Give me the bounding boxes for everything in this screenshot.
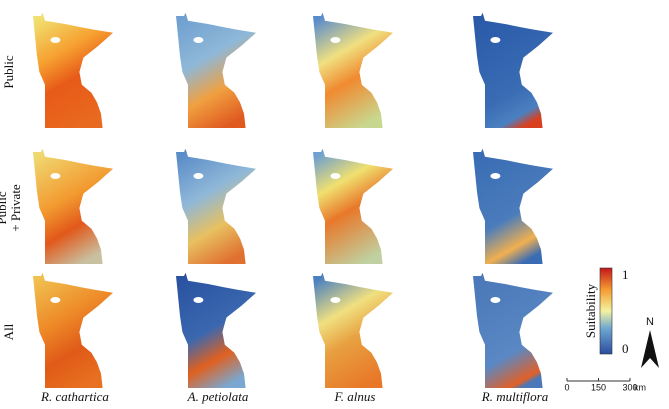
map-panel <box>33 12 113 128</box>
scale-tick-label: 0 <box>564 382 569 392</box>
map-panel <box>33 148 113 264</box>
map-panel <box>33 272 113 388</box>
lake <box>330 297 341 303</box>
lake <box>193 297 204 303</box>
column-label: R. cathartica <box>40 389 109 404</box>
map-panel <box>176 272 256 388</box>
lake <box>490 173 501 179</box>
row-label: Public <box>1 55 16 88</box>
scale-unit: km <box>634 382 646 392</box>
lake <box>50 37 61 43</box>
lake <box>193 37 204 43</box>
column-label: A. petiolata <box>187 389 249 404</box>
column-label: F. alnus <box>334 389 376 404</box>
lake <box>330 173 341 179</box>
colorbar-tick-label: 0 <box>622 341 629 356</box>
row-label: Public <box>0 191 9 224</box>
map-panel <box>473 12 553 128</box>
lake <box>490 297 501 303</box>
colorbar <box>599 267 613 355</box>
lake <box>50 173 61 179</box>
colorbar-tick-label: 1 <box>622 267 629 282</box>
map-panel <box>473 148 553 264</box>
map-panel <box>473 272 553 388</box>
scale-tick-label: 150 <box>591 382 606 392</box>
lake <box>330 37 341 43</box>
map-panel <box>313 272 393 388</box>
lake <box>490 37 501 43</box>
map-panel <box>313 148 393 264</box>
lake <box>50 297 61 303</box>
column-label: R. multiflora <box>481 389 549 404</box>
scale-tick-label: 300 <box>622 382 637 392</box>
map-panel <box>313 12 393 128</box>
north-label: N <box>646 316 654 328</box>
map-panel <box>176 148 256 264</box>
map-panel <box>176 12 256 128</box>
row-label: + Private <box>8 184 23 232</box>
lake <box>193 173 204 179</box>
row-label: All <box>1 323 16 340</box>
colorbar-label: Suitability <box>583 283 598 338</box>
north-arrow <box>641 330 659 368</box>
